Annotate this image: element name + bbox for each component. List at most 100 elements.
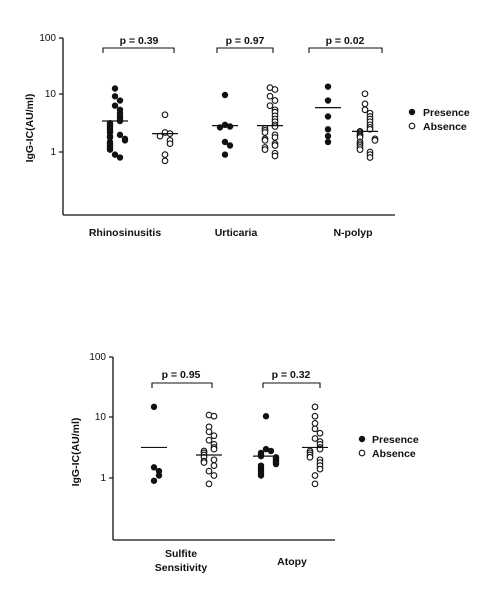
point-absence-cat1-20 [271,142,279,149]
point-presence-cat0-0 [150,403,158,411]
legend-absence-label-top: Absence [423,121,467,133]
y-tick-label-bottom-1: 1 [100,473,106,484]
point-presence-cat1-0 [221,91,229,99]
category-label-npolyp: N-polyp [333,227,372,239]
category-label-urticaria: Urticaria [215,227,258,239]
point-absence-cat0-7 [161,157,169,165]
point-absence-cat2-16 [371,137,379,144]
point-absence-cat2-2 [361,106,369,114]
point-presence-cat1-4 [221,138,229,146]
point-presence-cat0-24 [106,146,114,153]
pvalue-rhinosinusitis: p = 0.39 [120,35,159,47]
point-absence-cat2-0 [361,90,369,98]
legend-presence-marker-bottom [358,435,366,443]
point-presence-cat2-1 [324,97,332,104]
point-absence-cat1-0 [311,403,319,411]
point-presence-cat0-0 [111,85,119,92]
y-tick-label-bottom-100: 100 [89,352,106,363]
point-presence-cat1-6 [221,151,229,158]
point-absence-cat1-13 [306,453,314,461]
legend-presence-label-top: Presence [423,107,470,119]
point-absence-cat2-1 [361,100,369,108]
point-presence-cat2-4 [324,132,332,140]
point-presence-cat1-2 [226,123,234,130]
point-absence-cat0-19 [205,480,213,488]
bracket-rhinosinusitis [102,47,175,53]
point-absence-cat1-1 [271,86,279,93]
point-absence-cat1-4 [266,102,274,110]
category-label-rhinosinusitis: Rhinosinusitis [89,227,161,239]
y-axis-label-top: IgG-IC(AU/ml) [24,94,36,163]
point-presence-cat2-3 [324,126,332,133]
point-absence-cat2-24 [366,154,374,161]
point-absence-cat1-11 [271,123,279,130]
point-presence-cat1-17 [257,472,265,479]
y-tick-label-bottom-10: 10 [95,412,107,423]
point-absence-cat0-16 [210,462,218,470]
pvalue-atopy: p = 0.32 [272,369,311,381]
point-absence-cat1-2 [311,420,319,427]
legend-absence-marker-bottom [358,449,366,457]
chart-bottom-panel: 100 10 1 IgG-IC(AU/ml) p = 0.95 p = 0.32… [70,352,419,574]
point-presence-cat1-5 [226,142,234,149]
point-absence-cat1-16 [271,134,279,141]
point-presence-cat0-2 [116,97,124,104]
point-absence-cat1-14 [261,129,269,136]
point-presence-cat0-15 [116,131,124,139]
point-absence-cat1-24 [271,152,279,160]
chart-top-panel: 100 10 1 IgG-IC(AU/ml) p = 0.39 p = 0.97… [24,33,470,239]
bracket-urticaria [216,47,274,53]
y-axis-label-bottom: IgG-IC(AU/ml) [70,418,82,487]
point-presence-cat1-11 [272,460,280,468]
point-absence-cat0-15 [200,459,208,466]
point-absence-cat0-0 [161,111,169,119]
point-absence-cat1-1 [311,412,319,420]
point-presence-cat2-5 [324,138,332,146]
y-tick-label-top-100: 100 [39,33,56,44]
category-label-sulfite-line2: Sensitivity [155,562,208,574]
point-absence-cat1-18 [261,137,269,144]
point-presence-cat2-0 [324,83,332,90]
point-presence-cat2-2 [324,113,332,120]
point-absence-cat2-21 [356,146,364,153]
legend-absence-label-bottom: Absence [372,448,416,460]
point-absence-cat0-18 [210,472,218,479]
point-absence-cat1-19 [311,480,319,488]
data-points-top [102,83,379,165]
legend-absence-marker-top [408,122,416,130]
point-presence-cat0-1 [150,464,158,471]
point-absence-cat0-13 [210,456,218,464]
point-absence-cat0-5 [205,436,213,444]
category-label-atopy: Atopy [277,556,307,568]
y-tick-label-top-10: 10 [45,89,57,100]
pvalue-sulfite: p = 0.95 [162,369,201,381]
point-absence-cat1-18 [311,472,319,479]
point-absence-cat1-3 [271,97,279,104]
legend-presence-label-bottom: Presence [372,434,419,446]
pvalue-npolyp: p = 0.02 [326,35,365,47]
bracket-atopy [262,382,321,388]
category-label-sulfite-line1: Sulfite [165,548,197,560]
legend-presence-marker-top [408,108,416,116]
point-presence-cat0-25 [111,151,119,158]
point-absence-cat0-3 [205,428,213,436]
point-absence-cat1-4 [316,429,324,437]
point-presence-cat0-1 [111,93,119,100]
point-absence-cat0-8 [210,445,218,453]
point-presence-cat0-3 [111,102,119,109]
point-absence-cat0-17 [205,467,213,475]
y-tick-label-top-1: 1 [50,147,56,158]
data-points-bottom [141,403,328,488]
point-presence-cat0-3 [155,472,163,479]
point-absence-cat1-22 [261,146,269,153]
pvalue-urticaria: p = 0.97 [226,35,265,47]
bracket-npolyp [308,47,383,53]
point-presence-cat0-26 [116,154,124,161]
point-absence-cat1-5 [311,435,319,442]
point-presence-cat1-2 [267,447,275,455]
point-absence-cat1-3 [311,425,319,433]
bracket-sulfite [151,382,213,388]
point-absence-cat0-5 [166,140,174,148]
point-absence-cat2-9 [366,125,374,133]
